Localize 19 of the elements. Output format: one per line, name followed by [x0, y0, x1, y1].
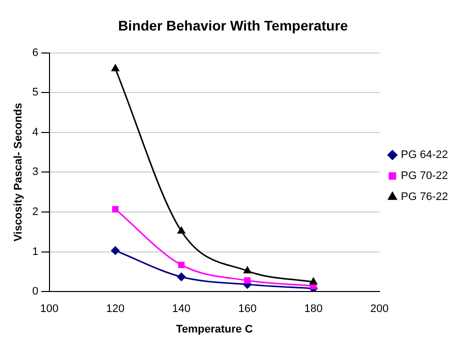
x-tick-label: 160 — [238, 303, 257, 316]
y-tick-label: 4 — [32, 126, 38, 138]
y-tick-label: 0 — [32, 286, 38, 298]
legend-label: PG 64-22 — [400, 149, 448, 162]
x-tick-label: 140 — [172, 303, 191, 316]
x-tick-label: 100 — [40, 303, 58, 316]
x-tick-label: 180 — [304, 303, 323, 316]
y-axis-title: Viscosity Pascal- Seconds — [12, 102, 25, 242]
y-tick-label: 6 — [32, 46, 38, 59]
x-tick-label: 120 — [106, 303, 125, 316]
chart-title: Binder Behavior With Temperature — [118, 17, 348, 34]
y-tick-label: 3 — [32, 166, 38, 178]
x-axis-title: Temperature C — [176, 323, 253, 336]
y-tick-label: 5 — [32, 86, 38, 99]
y-tick-label: 1 — [32, 246, 38, 258]
y-tick-label: 2 — [32, 206, 38, 218]
x-tick-label: 200 — [370, 303, 389, 316]
legend-label: PG 70-22 — [400, 170, 448, 182]
legend-label: PG 76-22 — [400, 191, 448, 204]
